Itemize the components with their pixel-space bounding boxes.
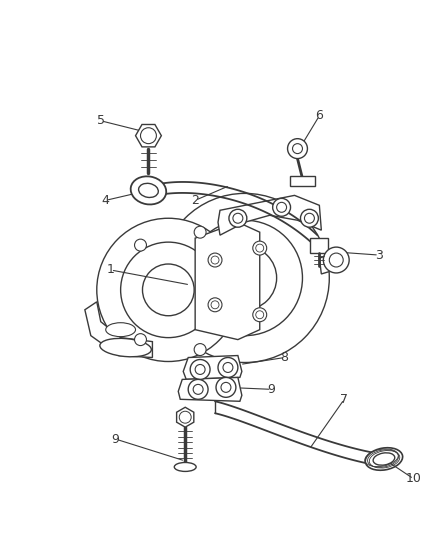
Circle shape [253, 241, 267, 255]
Ellipse shape [365, 448, 403, 470]
Circle shape [195, 365, 205, 375]
Circle shape [160, 193, 329, 362]
Circle shape [97, 218, 240, 361]
Ellipse shape [373, 453, 395, 465]
Circle shape [187, 220, 303, 336]
Circle shape [223, 362, 233, 373]
Text: 9: 9 [268, 383, 276, 396]
Circle shape [221, 382, 231, 392]
Circle shape [229, 209, 247, 227]
Circle shape [273, 198, 290, 216]
Circle shape [329, 253, 343, 267]
Text: 7: 7 [340, 393, 348, 406]
Circle shape [300, 209, 318, 227]
Circle shape [194, 226, 206, 238]
Text: 3: 3 [375, 248, 383, 262]
Text: 6: 6 [315, 109, 323, 122]
Circle shape [277, 203, 286, 212]
Circle shape [134, 239, 146, 251]
Text: 8: 8 [281, 351, 289, 364]
Circle shape [211, 256, 219, 264]
Circle shape [233, 213, 243, 223]
Polygon shape [85, 302, 152, 358]
Polygon shape [319, 252, 341, 274]
Circle shape [293, 144, 303, 154]
Circle shape [256, 244, 264, 252]
Polygon shape [183, 356, 242, 379]
Circle shape [256, 311, 264, 319]
Polygon shape [178, 377, 242, 401]
Circle shape [213, 246, 277, 310]
Text: 5: 5 [97, 114, 105, 127]
Text: 4: 4 [102, 194, 110, 207]
Circle shape [253, 308, 267, 322]
Circle shape [211, 301, 219, 309]
Circle shape [288, 139, 307, 158]
Circle shape [141, 128, 156, 144]
Ellipse shape [100, 338, 152, 357]
Circle shape [179, 411, 191, 423]
Circle shape [193, 384, 203, 394]
Circle shape [190, 360, 210, 379]
Circle shape [323, 247, 349, 273]
Text: 1: 1 [107, 263, 115, 277]
Circle shape [304, 213, 314, 223]
Polygon shape [290, 176, 315, 187]
Text: 10: 10 [406, 472, 422, 486]
Polygon shape [311, 238, 328, 253]
Polygon shape [195, 222, 260, 340]
Ellipse shape [131, 176, 166, 205]
Ellipse shape [174, 463, 196, 471]
Polygon shape [177, 407, 194, 427]
Circle shape [218, 358, 238, 377]
Ellipse shape [138, 183, 158, 197]
Ellipse shape [106, 322, 135, 337]
Circle shape [134, 334, 146, 345]
Circle shape [194, 344, 206, 356]
Text: 2: 2 [191, 194, 199, 207]
Circle shape [142, 264, 194, 316]
Text: 9: 9 [112, 433, 120, 446]
Polygon shape [218, 196, 321, 235]
Circle shape [208, 298, 222, 312]
Circle shape [208, 253, 222, 267]
Circle shape [120, 242, 216, 337]
Circle shape [188, 379, 208, 399]
Polygon shape [135, 125, 161, 147]
Circle shape [216, 377, 236, 397]
